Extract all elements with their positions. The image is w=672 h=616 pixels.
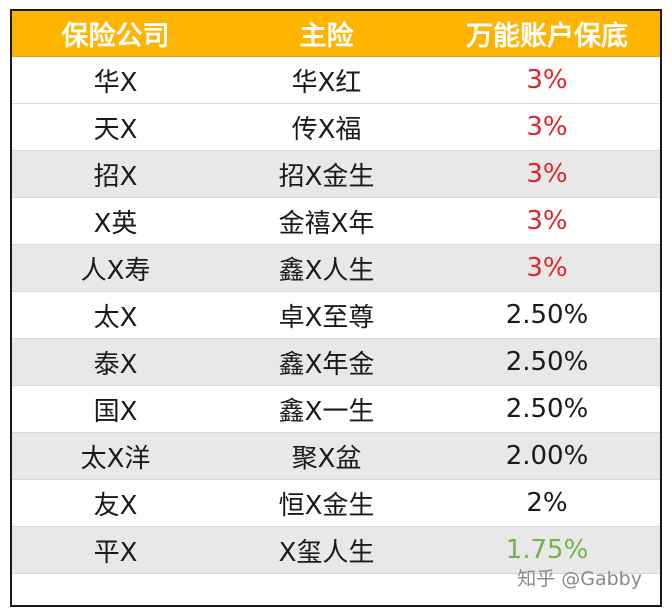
header-product: 主险 bbox=[299, 21, 354, 52]
company-cell: 平X bbox=[93, 537, 138, 568]
product-cell: 鑫X人生 bbox=[278, 255, 375, 286]
table-row: 平X X玺人生 1.75% bbox=[12, 527, 660, 574]
company-cell: 人X寿 bbox=[80, 255, 151, 286]
rate-cell: 2.50% bbox=[505, 300, 589, 330]
company-cell: 招X bbox=[93, 161, 138, 192]
rate-cell: 2.00% bbox=[505, 441, 589, 471]
product-cell: X玺人生 bbox=[278, 537, 375, 568]
table-row: 太X洋 聚X盆 2.00% bbox=[12, 433, 660, 480]
company-cell: 天X bbox=[93, 114, 138, 145]
product-cell: 金禧X年 bbox=[278, 208, 375, 239]
header-guaranteed-rate: 万能账户保底 bbox=[466, 21, 628, 52]
rate-cell: 3% bbox=[526, 206, 568, 236]
table-row: 泰X 鑫X年金 2.50% bbox=[12, 339, 660, 386]
product-cell: 招X金生 bbox=[278, 161, 375, 192]
rate-cell: 3% bbox=[526, 159, 568, 189]
rate-cell: 3% bbox=[526, 112, 568, 142]
company-cell: X英 bbox=[93, 208, 138, 239]
table-row: 华X 华X红 3% bbox=[12, 57, 660, 104]
product-cell: 聚X盆 bbox=[291, 443, 362, 474]
watermark-text: 知乎 @Gabby bbox=[517, 568, 642, 590]
product-cell: 恒X金生 bbox=[278, 490, 375, 521]
table-row: X英 金禧X年 3% bbox=[12, 198, 660, 245]
product-cell: 鑫X一生 bbox=[278, 396, 375, 427]
rate-cell: 2.50% bbox=[505, 347, 589, 377]
table-row: 人X寿 鑫X人生 3% bbox=[12, 245, 660, 292]
watermark: 知乎 @Gabby bbox=[517, 564, 642, 591]
company-cell: 友X bbox=[93, 490, 138, 521]
company-cell: 太X洋 bbox=[80, 443, 151, 474]
table-row: 国X 鑫X一生 2.50% bbox=[12, 386, 660, 433]
company-cell: 国X bbox=[93, 396, 138, 427]
rate-cell: 2.50% bbox=[505, 394, 589, 424]
rate-table: 保险公司 主险 万能账户保底 华X 华X红 3% 天X 传X福 3% 招X 招X… bbox=[10, 9, 662, 607]
rate-cell: 2% bbox=[526, 488, 568, 518]
rate-cell: 1.75% bbox=[505, 535, 589, 565]
rate-cell: 3% bbox=[526, 65, 568, 95]
company-cell: 太X bbox=[93, 302, 138, 333]
table-row: 招X 招X金生 3% bbox=[12, 151, 660, 198]
product-cell: 卓X至尊 bbox=[278, 302, 375, 333]
product-cell: 华X红 bbox=[291, 67, 362, 98]
company-cell: 华X bbox=[93, 67, 138, 98]
table-row: 太X 卓X至尊 2.50% bbox=[12, 292, 660, 339]
rate-cell: 3% bbox=[526, 253, 568, 283]
header-company: 保险公司 bbox=[61, 21, 170, 52]
table-header: 保险公司 主险 万能账户保底 bbox=[12, 11, 660, 57]
product-cell: 传X福 bbox=[291, 114, 362, 145]
product-cell: 鑫X年金 bbox=[278, 349, 375, 380]
table-row: 天X 传X福 3% bbox=[12, 104, 660, 151]
company-cell: 泰X bbox=[93, 349, 138, 380]
table-row: 友X 恒X金生 2% bbox=[12, 480, 660, 527]
